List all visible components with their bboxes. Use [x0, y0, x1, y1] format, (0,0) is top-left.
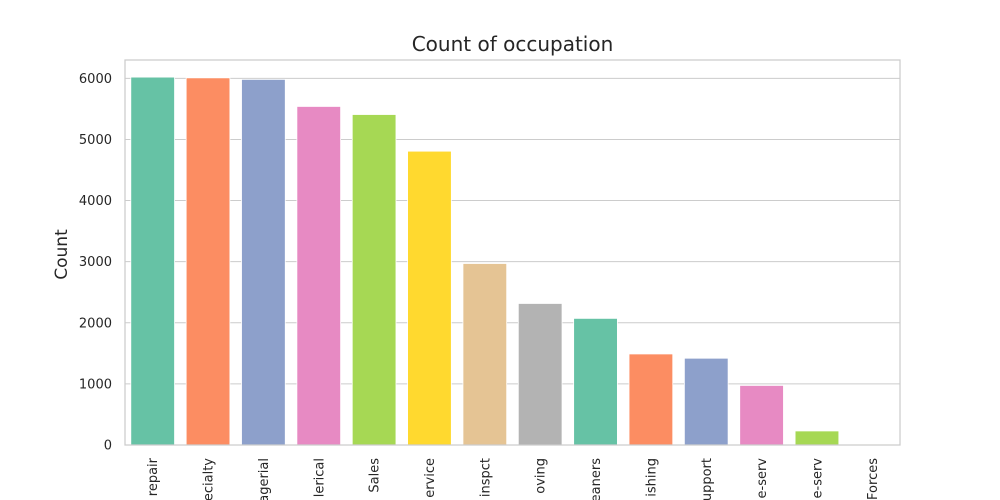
y-axis-label: Count: [52, 229, 72, 280]
bar: [462, 263, 508, 446]
bar: [407, 150, 452, 446]
x-tick-label: oving: [534, 458, 549, 494]
bar: [794, 430, 840, 446]
bar: [739, 385, 784, 446]
x-tick-label: e-serv: [810, 458, 825, 499]
bar: [517, 303, 563, 446]
bar: [241, 78, 286, 446]
x-tick-label: Forces: [866, 458, 881, 500]
x-tick-label: inspct: [478, 458, 493, 497]
y-tick-label: 4000: [79, 194, 112, 209]
x-tick-label: repair: [146, 457, 161, 496]
y-tick-label: 6000: [79, 72, 112, 87]
bar: [351, 114, 397, 446]
y-tick-label: 1000: [79, 377, 112, 392]
y-ticks: 0 1000 2000 3000 4000 5000 6000: [79, 72, 112, 454]
x-tick-label: ervice: [423, 458, 438, 498]
x-tick-label: agerial: [257, 458, 272, 500]
x-tick-label: Sales: [368, 458, 383, 493]
bar: [573, 317, 618, 446]
x-tick-label: lerical: [312, 458, 327, 497]
bars: [130, 76, 895, 446]
x-tick-label: e-serv: [755, 458, 770, 499]
y-tick-label: 0: [104, 439, 112, 454]
plot-frame: [124, 59, 901, 446]
x-tick-label: ishing: [644, 458, 659, 497]
bar: [130, 76, 175, 446]
bar: [628, 353, 674, 446]
bar: [683, 357, 729, 446]
y-tick-label: 5000: [79, 133, 112, 148]
bar: [185, 77, 231, 446]
y-tick-label: 2000: [79, 316, 112, 331]
chart-title: Count of occupation: [412, 32, 614, 56]
bar: [296, 106, 342, 446]
x-ticks: repair ecialty agerial lerical Sales ervice in…: [146, 457, 881, 500]
x-tick-label: ecialty: [202, 458, 217, 500]
y-tick-label: 3000: [79, 255, 112, 270]
x-tick-label: eaners: [589, 458, 604, 500]
x-tick-label: upport: [700, 458, 715, 500]
